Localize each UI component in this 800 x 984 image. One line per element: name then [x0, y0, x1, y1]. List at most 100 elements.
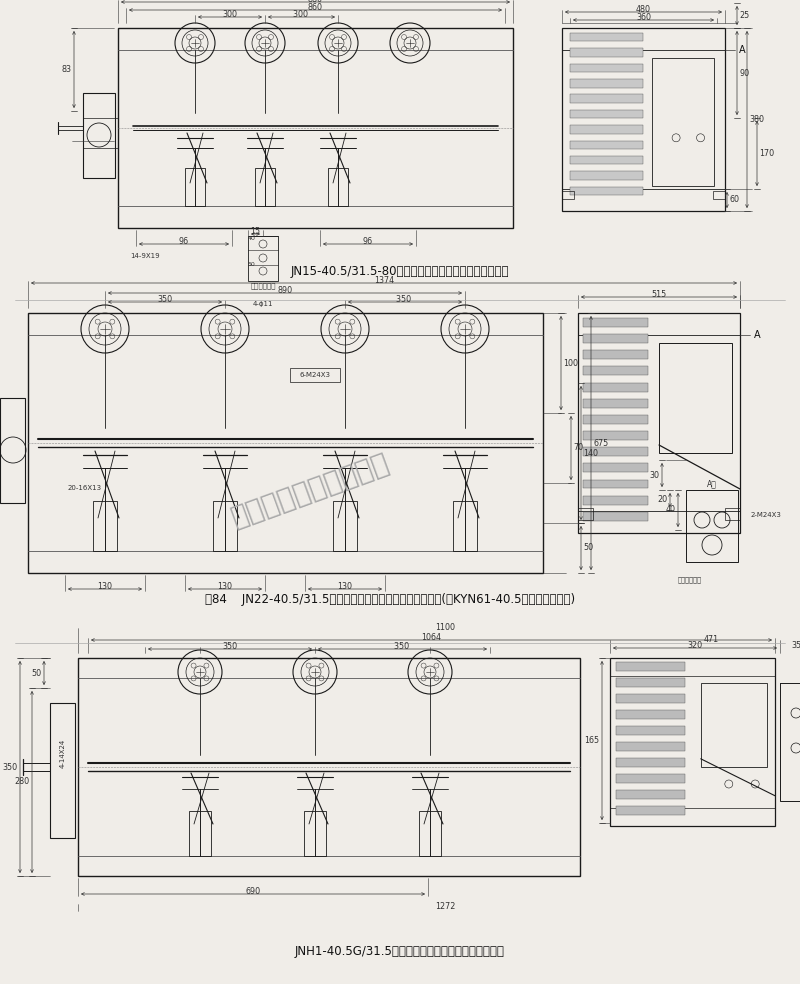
Bar	[583, 318, 648, 327]
Bar	[570, 48, 643, 57]
Text: 140: 140	[583, 449, 598, 458]
Text: 96: 96	[179, 237, 189, 246]
Text: 690: 690	[246, 887, 261, 896]
Bar	[570, 94, 643, 103]
Text: 60: 60	[730, 196, 739, 205]
Bar	[583, 512, 648, 521]
Text: 515: 515	[651, 290, 666, 299]
Text: 300: 300	[222, 10, 238, 19]
Text: 170: 170	[759, 149, 774, 158]
Bar	[652, 58, 714, 186]
Text: 15: 15	[250, 227, 261, 236]
Bar	[78, 658, 580, 876]
Text: 83: 83	[62, 65, 71, 74]
Text: 2-M24X3: 2-M24X3	[750, 512, 782, 518]
Text: 350: 350	[396, 295, 414, 304]
Text: 280: 280	[14, 777, 30, 786]
Bar	[570, 110, 643, 118]
Bar	[28, 313, 543, 573]
Text: 50: 50	[31, 668, 42, 678]
Bar	[583, 463, 648, 472]
Bar	[686, 490, 738, 562]
Text: 40: 40	[666, 506, 675, 515]
Text: 96: 96	[363, 237, 373, 246]
Bar	[610, 658, 775, 826]
Bar	[616, 742, 686, 751]
Text: 471: 471	[703, 635, 718, 644]
Text: 仰信特科开关有限公司: 仰信特科开关有限公司	[227, 449, 393, 531]
Bar	[185, 168, 205, 206]
Text: A: A	[754, 330, 761, 340]
Text: 1374: 1374	[374, 276, 394, 285]
Bar	[616, 662, 686, 671]
Text: 350: 350	[158, 295, 173, 304]
Text: 880: 880	[308, 0, 323, 4]
Text: 860: 860	[308, 3, 323, 12]
Bar	[583, 335, 648, 343]
Bar	[616, 790, 686, 799]
Text: 4-ϕ11: 4-ϕ11	[253, 301, 274, 307]
Bar	[583, 479, 648, 488]
Text: 25: 25	[739, 11, 750, 20]
Bar	[255, 168, 275, 206]
Text: 890: 890	[278, 286, 293, 295]
Bar	[93, 501, 117, 551]
Text: 50: 50	[248, 262, 256, 267]
Bar	[118, 28, 513, 228]
Text: 14-9X19: 14-9X19	[130, 253, 160, 259]
Text: 1100: 1100	[435, 623, 455, 632]
Bar	[583, 383, 648, 392]
Text: 130: 130	[218, 582, 233, 591]
Bar	[453, 501, 477, 551]
Bar	[570, 171, 643, 180]
Bar	[583, 350, 648, 359]
Text: 130: 130	[338, 582, 353, 591]
Bar	[290, 368, 340, 382]
Bar	[780, 683, 800, 801]
Bar	[659, 343, 732, 453]
Bar	[333, 501, 357, 551]
Text: 90: 90	[739, 69, 750, 78]
Text: A向: A向	[707, 479, 717, 488]
Bar	[725, 508, 740, 520]
Bar	[570, 33, 643, 41]
Bar	[583, 415, 648, 424]
Bar	[0, 398, 25, 503]
Bar	[50, 703, 75, 838]
Bar	[248, 236, 278, 281]
Bar	[304, 811, 326, 856]
Text: 350: 350	[2, 763, 18, 771]
Bar	[570, 187, 643, 195]
Bar	[570, 79, 643, 88]
Text: 20-16X13: 20-16X13	[68, 485, 102, 491]
Bar	[570, 155, 643, 164]
Text: 675: 675	[594, 439, 609, 448]
Text: 70: 70	[574, 444, 584, 453]
Bar	[189, 811, 211, 856]
Bar	[213, 501, 237, 551]
Bar	[328, 168, 348, 206]
Text: 接线端子尺寸: 接线端子尺寸	[250, 282, 276, 289]
Text: 480: 480	[636, 5, 651, 14]
Text: 40: 40	[248, 235, 256, 240]
Text: 350: 350	[222, 642, 238, 651]
Bar	[583, 431, 648, 440]
Bar	[578, 313, 740, 533]
Text: 130: 130	[98, 582, 113, 591]
Bar	[616, 710, 686, 718]
Text: 4-14X24: 4-14X24	[60, 738, 66, 768]
Text: 360: 360	[636, 13, 651, 22]
Text: 320: 320	[687, 641, 702, 650]
Text: 20: 20	[658, 496, 667, 505]
Text: 接线端子尺寸: 接线端子尺寸	[678, 577, 702, 584]
Text: 165: 165	[584, 736, 599, 745]
Text: 35: 35	[791, 641, 800, 650]
Bar	[570, 64, 643, 72]
Bar	[583, 366, 648, 375]
Bar	[583, 399, 648, 407]
Bar	[570, 125, 643, 134]
Bar	[713, 191, 725, 199]
Text: 1064: 1064	[422, 633, 442, 642]
Bar	[616, 726, 686, 735]
Bar	[616, 694, 686, 703]
